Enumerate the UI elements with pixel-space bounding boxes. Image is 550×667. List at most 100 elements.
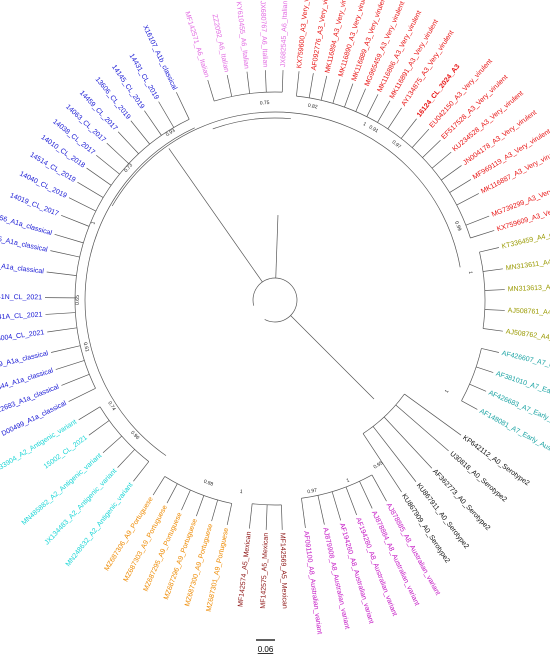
branch [457,193,479,205]
support-value: 0.88 [203,479,214,488]
branch [367,94,378,116]
branch [344,84,352,108]
branch [212,500,218,521]
support-value: 0.96 [129,430,140,441]
support-value: 1 [90,220,97,225]
support-value: 0.93 [165,128,177,138]
branch [372,475,387,501]
tip-label: 15041A_CL_2021 [0,311,43,322]
branch [87,168,112,185]
branch-arc [253,278,297,322]
branch [470,230,494,238]
branch-arc [165,476,232,503]
branch [441,165,461,180]
branch [227,503,232,525]
branch [265,70,266,92]
branch [404,394,461,435]
tip-label: JX680767_A6_Italian [259,1,269,68]
branch [103,436,122,453]
branch [107,143,129,163]
tip-label: 14019_CL_2017 [9,192,60,218]
branch-arc [214,92,282,101]
branch [401,119,416,139]
tip-label: MF142569_A5_Mexican [278,533,287,609]
branch [481,348,499,352]
support-value: 0.65 [75,295,81,305]
branch [69,198,96,211]
branch-arc [100,407,149,462]
branch [47,272,77,276]
branch [208,80,214,101]
support-value: 0.97 [307,488,318,496]
support-value: 0.95 [373,460,385,470]
branch [249,504,252,529]
tip-label: KP642112_A0_Serotype2 [461,434,530,487]
support-values: 0.820.750.910.9710.99110.950.97110.880.9… [75,100,473,495]
branch [485,310,505,311]
branch [144,111,161,136]
branch [77,182,103,197]
branch [276,215,278,278]
branch-arc [85,128,195,456]
scale-bar: 0.06 [256,640,275,654]
tip-label: KY610455_A6_Italian [235,1,250,69]
branch [396,405,449,451]
branch [227,75,232,97]
branch [96,155,119,174]
tip-labels: KX759600_A3_Very_virulentAF092776_A3_Ver… [0,0,550,635]
branch [169,148,262,282]
support-value: 0.99 [453,221,462,232]
branch [470,384,487,391]
tip-label: AF194280_A8_Australian_variant [354,517,398,617]
branch [89,420,109,435]
branch [131,121,150,144]
tip-label: KU867909_A0_Serotype2 [400,493,451,565]
support-value: 0.82 [307,103,318,111]
tip-label: MZ687295_A9_Portuguese [143,511,184,592]
tip-label: MF142571_A6_Italian [183,11,210,79]
branch-arc [75,119,189,388]
branch [301,498,305,528]
branch [356,89,366,112]
branch [384,417,432,468]
branch [378,101,391,123]
support-value: 1 [362,121,367,128]
branch [133,462,148,482]
branch [282,70,283,92]
branch-arc [363,394,404,434]
branch [360,481,373,508]
tip-label: AF091100_A8_Australian_variant [302,531,323,635]
branch-arc [479,252,485,328]
support-value: 0.97 [391,139,403,150]
branch [466,216,489,225]
branch [388,108,402,129]
branch [332,492,341,521]
branch [69,388,96,401]
branch [61,215,89,226]
tip-label: MN313611_A4_dIBDV [505,256,550,273]
branch [333,79,340,103]
tip-label: AJ508762_A4_dIBDV [505,328,550,344]
tip-label: KT336459_A4_dIBDV [501,228,550,251]
branch [266,505,267,530]
branch [461,401,477,410]
branch [479,247,498,252]
support-value: 0.75 [260,100,270,107]
branch [422,140,440,157]
support-value: 1 [346,477,351,484]
branch [483,329,503,332]
branch-arc [301,475,372,498]
branch-arc [112,112,460,267]
branch [56,360,85,369]
support-value: 0.61 [82,342,90,353]
support-value: 1 [239,489,243,495]
branch [291,316,374,399]
tip-label: MF142575_A5_Mexican [260,533,270,609]
branch [373,426,416,481]
branch-arc [461,348,481,400]
branch [412,129,429,148]
tip-label: MF142574_A5_Mexican [237,531,252,607]
tip-label: MN485882_A2_Antigenic_variant [21,452,104,527]
